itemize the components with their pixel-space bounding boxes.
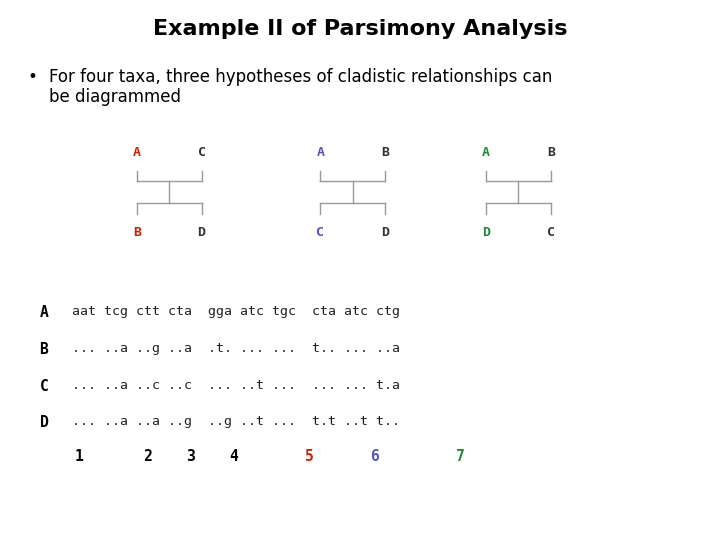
Text: B: B <box>40 342 48 357</box>
Text: 3: 3 <box>186 449 195 464</box>
Text: A: A <box>40 305 48 320</box>
Text: C: C <box>546 226 555 239</box>
Text: C: C <box>197 146 206 159</box>
Text: ... ..a ..g ..a  .t. ... ...  t.. ... ..a: ... ..a ..g ..a .t. ... ... t.. ... ..a <box>72 342 400 355</box>
Text: 4: 4 <box>230 449 238 464</box>
Text: ... ..a ..a ..g  ..g ..t ...  t.t ..t t..: ... ..a ..a ..g ..g ..t ... t.t ..t t.. <box>72 415 400 428</box>
Text: D: D <box>381 226 390 239</box>
Text: 2: 2 <box>143 449 152 464</box>
Text: D: D <box>482 226 490 239</box>
Text: B: B <box>132 226 141 239</box>
Text: A: A <box>132 146 141 159</box>
Text: For four taxa, three hypotheses of cladistic relationships can
be diagrammed: For four taxa, three hypotheses of cladi… <box>49 68 552 106</box>
Text: ... ..a ..c ..c  ... ..t ...  ... ... t.a: ... ..a ..c ..c ... ..t ... ... ... t.a <box>72 379 400 392</box>
Text: aat tcg ctt cta  gga atc tgc  cta atc ctg: aat tcg ctt cta gga atc tgc cta atc ctg <box>72 305 400 318</box>
Text: D: D <box>197 226 206 239</box>
Text: B: B <box>381 146 390 159</box>
Text: Example II of Parsimony Analysis: Example II of Parsimony Analysis <box>153 19 567 39</box>
Text: •: • <box>27 68 37 85</box>
Text: A: A <box>482 146 490 159</box>
Text: C: C <box>316 226 325 239</box>
Text: C: C <box>40 379 48 394</box>
Text: B: B <box>546 146 555 159</box>
Text: 7: 7 <box>456 449 465 464</box>
Text: A: A <box>316 146 325 159</box>
Text: 1: 1 <box>75 449 84 464</box>
Text: 5: 5 <box>305 449 314 464</box>
Text: D: D <box>40 415 48 430</box>
Text: 6: 6 <box>370 449 379 464</box>
